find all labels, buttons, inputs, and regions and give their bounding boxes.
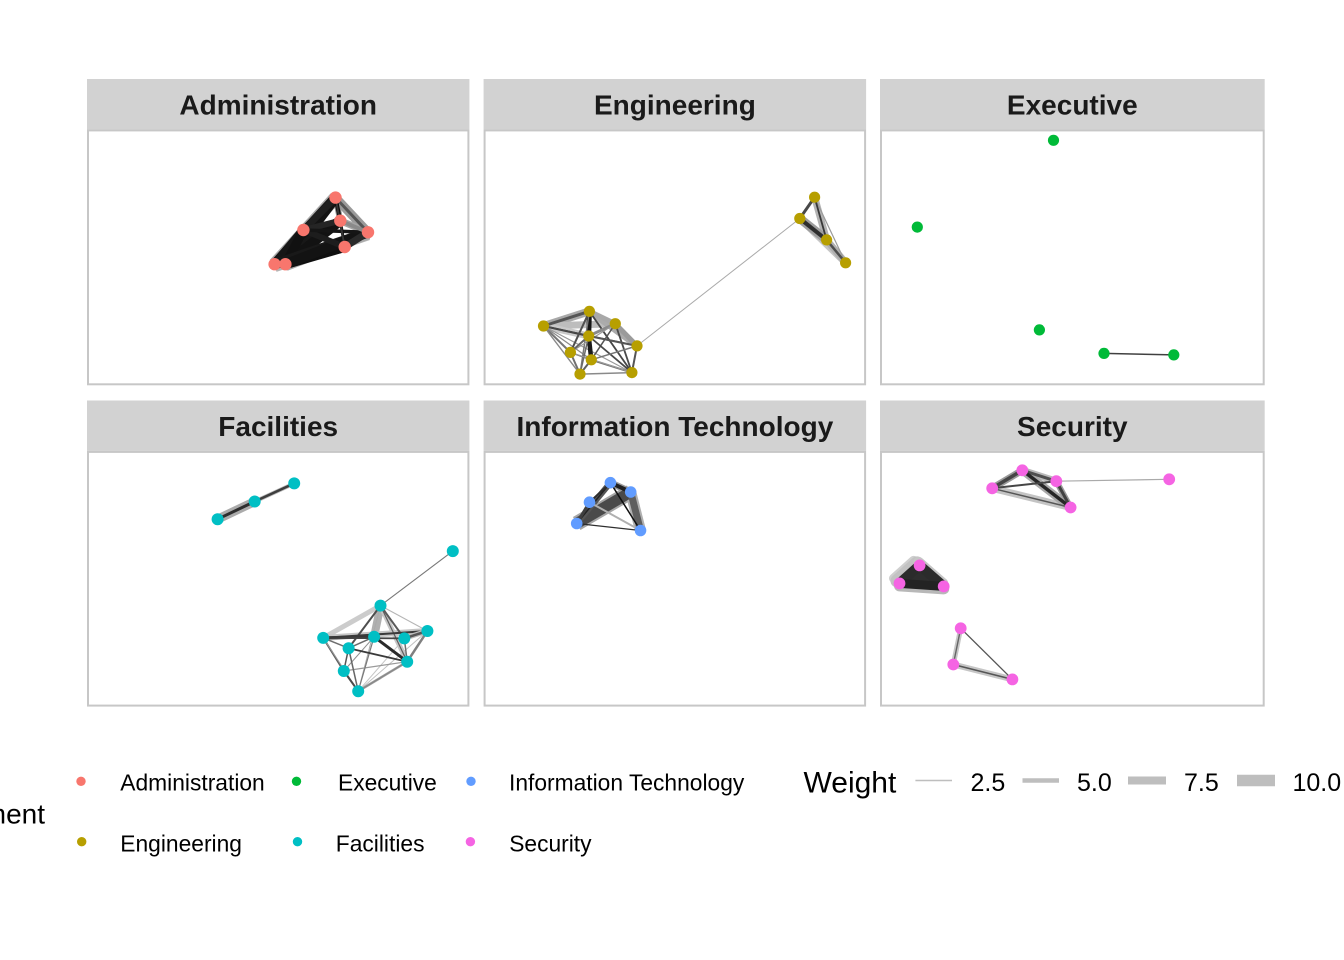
- svg-text:Security: Security: [1017, 411, 1128, 442]
- svg-text:Administration: Administration: [179, 90, 377, 121]
- svg-text:Administration: Administration: [120, 770, 264, 796]
- svg-text:Information Technology: Information Technology: [516, 411, 833, 442]
- svg-text:7.5: 7.5: [1184, 769, 1219, 797]
- svg-text:Facilities: Facilities: [336, 831, 425, 857]
- svg-text:Executive: Executive: [1007, 90, 1138, 121]
- svg-text:10.0: 10.0: [1293, 769, 1342, 797]
- svg-text:Information Technology: Information Technology: [509, 770, 745, 796]
- svg-text:Executive: Executive: [338, 770, 437, 796]
- svg-text:Security: Security: [509, 831, 592, 857]
- svg-text:Facilities: Facilities: [218, 411, 338, 442]
- svg-text:2.5: 2.5: [971, 769, 1006, 797]
- svg-text:Department: Department: [0, 798, 45, 829]
- svg-text:Engineering: Engineering: [594, 90, 756, 121]
- svg-text:Weight: Weight: [804, 766, 897, 799]
- svg-text:5.0: 5.0: [1077, 769, 1112, 797]
- svg-text:Engineering: Engineering: [120, 831, 242, 857]
